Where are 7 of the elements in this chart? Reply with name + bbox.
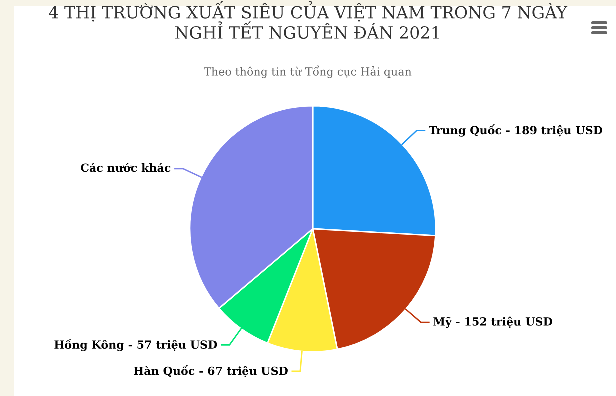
slice-label: Các nước khác bbox=[81, 163, 171, 172]
slice-label: Hàn Quốc - 67 triệu USD bbox=[134, 365, 288, 378]
slice-label: Hồng Kông - 57 triệu USD bbox=[54, 339, 218, 352]
chart-subtitle: Theo thông tin từ Tổng cục Hải quan bbox=[204, 66, 412, 78]
slice-label: Trung Quốc - 189 triệu USD bbox=[429, 124, 602, 137]
slice-label: Mỹ - 152 triệu USD bbox=[434, 316, 552, 328]
chart-title: 4 THỊ TRƯỜNG XUẤT SIÊU CỦA VIỆT NAM TRONG 7 NGÀY NGHỈ TẾT NGUYÊN ĐÁN 2021 bbox=[49, 1, 568, 40]
